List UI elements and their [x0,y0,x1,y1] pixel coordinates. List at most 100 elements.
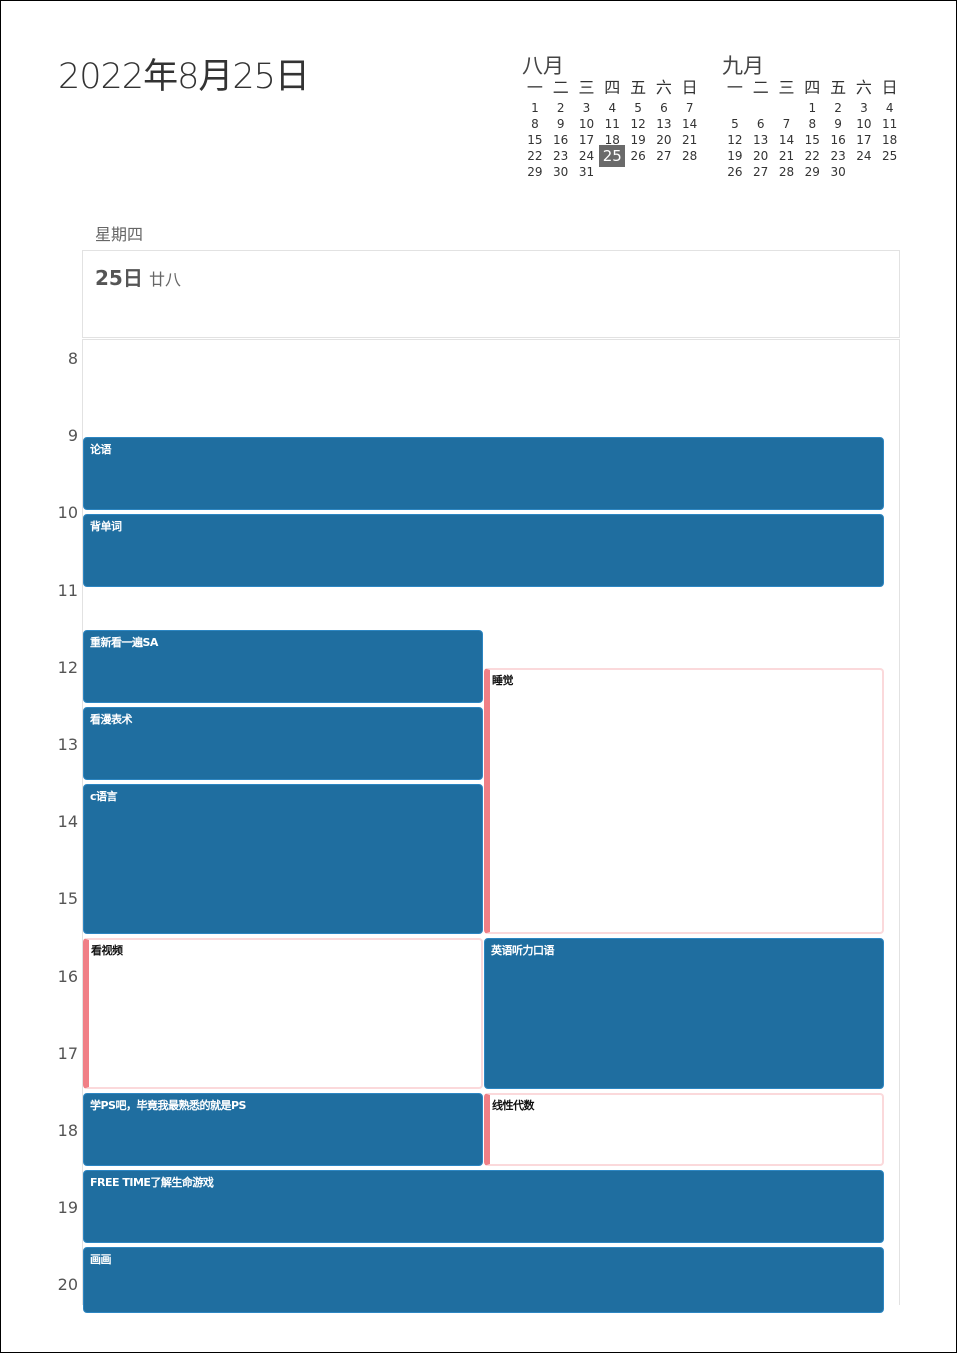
calendar-day[interactable]: 12 [727,133,743,147]
lunar-date: 廿八 [149,270,182,289]
calendar-week-row: 8 9 10 11 12 13 14 [522,116,703,132]
day-number: 25日 [95,266,143,290]
calendar-event[interactable]: 学PS吧，毕竟我最熟悉的就是PS [83,1092,483,1167]
calendar-event[interactable]: 睡觉 [484,668,884,935]
mini-calendar-september: 九月 一二三四五六日 1 2 3 4 5 6 7 8 9 10 11 12 13 14 15 16 17 18 19 2… [722,50,903,180]
calendar-day[interactable]: 30 [830,165,846,179]
calendar-event[interactable]: 背单词 [83,513,884,588]
calendar-day[interactable]: 5 [731,117,739,131]
calendar-day[interactable]: 22 [804,149,820,163]
calendar-day[interactable]: 29 [804,165,820,179]
calendar-day[interactable]: 11 [604,117,620,131]
calendar-day[interactable]: 1 [531,101,539,115]
calendar-day[interactable]: 15 [804,133,820,147]
calendar-event[interactable]: 论语 [83,436,884,510]
hour-label: 17 [57,1043,78,1063]
calendar-empty-cell [851,164,877,180]
calendar-event[interactable]: 线性代数 [484,1092,884,1167]
calendar-day[interactable]: 3 [860,101,868,115]
weekday-header: 二 [752,78,769,97]
calendar-event[interactable]: 重新看一遍SA [83,629,483,703]
calendar-day[interactable]: 15 [527,133,543,147]
calendar-day[interactable]: 12 [630,117,646,131]
calendar-day[interactable]: 6 [756,117,765,131]
calendar-day[interactable]: 28 [682,149,698,163]
calendar-day[interactable]: 24 [856,149,872,163]
calendar-day[interactable]: 9 [834,117,842,131]
day-time-grid[interactable]: 论语背单词重新看一遍SA 睡觉看漫表术 c语言看视频 英语听力口语学PS吧，毕竟我最熟… [82,339,900,1313]
weekday-header: 日 [881,78,898,97]
calendar-day[interactable]: 14 [682,117,698,131]
calendar-day[interactable]: 4 [885,101,894,115]
hour-label: 9 [67,426,78,446]
calendar-day[interactable]: 26 [630,149,646,163]
calendar-day[interactable]: 20 [656,133,672,147]
calendar-day[interactable]: 3 [582,101,591,115]
event-title: 学PS吧，毕竟我最熟悉的就是PS [90,1098,246,1112]
calendar-day[interactable]: 20 [753,149,769,163]
event-title: c语言 [90,789,118,803]
calendar-day[interactable]: 11 [882,117,898,131]
calendar-week-row: 5 6 7 8 9 10 11 [722,116,903,132]
calendar-event[interactable]: 看漫表术 [83,706,483,781]
calendar-day[interactable]: 10 [856,117,872,131]
calendar-day[interactable]: 9 [556,117,565,131]
calendar-day[interactable]: 19 [727,149,743,163]
hour-label: 13 [57,735,78,754]
calendar-day[interactable]: 30 [553,165,569,179]
calendar-event[interactable]: 画画 [83,1247,884,1313]
all-day-area[interactable]: 25日 廿八 [82,250,900,338]
calendar-day[interactable]: 25 [599,145,626,167]
calendar-day[interactable]: 10 [578,117,595,131]
calendar-day[interactable]: 17 [856,133,872,147]
calendar-day[interactable]: 7 [685,101,694,115]
mini-calendar-month-title: 九月 [722,54,764,78]
calendar-day[interactable]: 18 [882,133,898,147]
calendar-day[interactable]: 19 [630,133,646,147]
calendar-day[interactable]: 13 [753,133,769,147]
calendar-day[interactable]: 2 [556,101,565,115]
calendar-day[interactable]: 18 [604,133,620,147]
calendar-day[interactable]: 1 [808,101,817,115]
page-title: 2022年8月25日 [58,57,310,97]
calendar-day[interactable]: 8 [531,117,539,131]
calendar-day[interactable]: 16 [830,133,846,147]
calendar-day[interactable]: 31 [578,165,595,179]
calendar-day[interactable]: 24 [578,149,595,163]
calendar-day[interactable]: 26 [727,165,743,179]
hour-label: 14 [57,812,78,832]
calendar-day[interactable]: 21 [682,133,698,147]
calendar-day[interactable]: 6 [660,101,668,115]
calendar-event[interactable]: c语言 [83,783,483,935]
calendar-day[interactable]: 8 [808,117,817,131]
hour-label: 10 [57,503,78,523]
calendar-day[interactable]: 21 [778,149,795,163]
calendar-day[interactable]: 27 [656,149,672,163]
event-title: 看漫表术 [90,712,133,726]
calendar-day[interactable]: 5 [634,101,642,115]
calendar-day[interactable]: 16 [553,133,569,147]
calendar-day[interactable]: 14 [778,133,795,147]
calendar-day[interactable]: 4 [608,101,617,115]
weekday-header-row: 一二三四五六日 [522,78,703,100]
calendar-day[interactable]: 13 [656,117,672,131]
calendar-day[interactable]: 23 [830,149,846,163]
calendar-day[interactable]: 25 [882,149,898,163]
calendar-day[interactable]: 22 [527,149,543,163]
calendar-day[interactable]: 23 [553,149,569,163]
event-title: 睡觉 [492,674,514,688]
calendar-day[interactable]: 17 [578,133,595,147]
calendar-event[interactable]: FREE TIME了解生命游戏 [83,1169,884,1244]
calendar-event[interactable]: 看视频 [83,938,483,1089]
calendar-day[interactable]: 29 [527,165,543,179]
calendar-empty-cell [877,164,903,180]
weekday-header: 一 [526,78,543,97]
hour-label: 16 [57,966,78,986]
calendar-day[interactable]: 28 [778,165,795,179]
calendar-day[interactable]: 27 [753,165,769,179]
event-title: 论语 [90,442,112,456]
calendar-event[interactable]: 英语听力口语 [484,938,884,1089]
calendar-day[interactable]: 7 [782,117,791,131]
calendar-week-row: 15 16 17 18 19 20 21 [522,132,703,148]
calendar-day[interactable]: 2 [834,101,842,115]
